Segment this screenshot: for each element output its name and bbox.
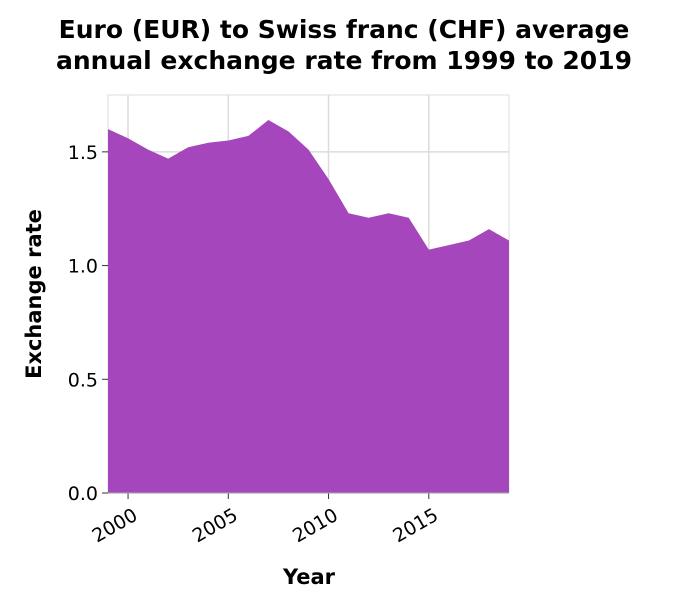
x-axis-title: Year <box>282 565 336 589</box>
area-series <box>108 120 509 493</box>
chart-title-line-2: annual exchange rate from 1999 to 2019 <box>56 46 632 75</box>
chart-title: Euro (EUR) to Swiss franc (CHF) average … <box>0 14 688 76</box>
x-axis-ticks: 2000 2005 2010 2015 <box>88 493 442 547</box>
y-axis-ticks: 0.0 0.5 1.0 1.5 <box>68 142 108 505</box>
x-tick-label-2000: 2000 <box>88 504 141 547</box>
y-tick-label-3: 1.5 <box>68 142 98 164</box>
x-tick-label-2010: 2010 <box>289 504 342 547</box>
chart-title-line-1: Euro (EUR) to Swiss franc (CHF) average <box>58 15 630 44</box>
x-tick-label-2005: 2005 <box>189 504 242 547</box>
y-tick-label-1: 0.5 <box>68 369 98 391</box>
y-axis-title: Exchange rate <box>22 209 46 379</box>
y-tick-label-0: 0.0 <box>68 483 98 505</box>
x-tick-label-2015: 2015 <box>389 504 442 547</box>
y-tick-label-2: 1.0 <box>68 256 98 278</box>
